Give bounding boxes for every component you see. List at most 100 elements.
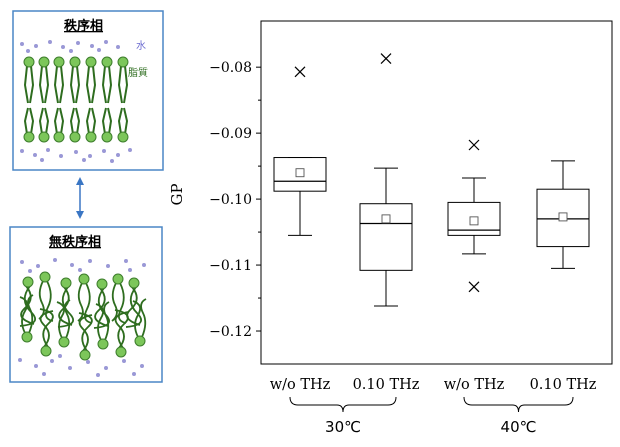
lipid-head: [21, 331, 33, 343]
lipid-head: [101, 131, 113, 143]
disordered-lipid-bilayer: [19, 271, 147, 361]
lipid-head: [112, 273, 124, 285]
lipid-tail: [38, 65, 44, 104]
lipid-tail: [38, 107, 44, 135]
lipid-tail: [59, 107, 65, 135]
plot-frame: [260, 20, 613, 365]
outlier-marker: [294, 66, 306, 78]
box-plot: −0.08 −0.09 −0.10 −0.11 −0.12 GP w/o THz 0.10 T…: [168, 20, 613, 436]
lipid-tail: [59, 65, 65, 104]
outlier-stroke: [468, 281, 480, 293]
water-molecule: [48, 40, 52, 44]
lipid-head: [22, 276, 34, 288]
water-molecule: [59, 154, 63, 158]
lipid-head: [101, 56, 113, 68]
water-molecule: [122, 359, 126, 363]
water-molecule: [116, 153, 120, 157]
water-molecule: [88, 154, 92, 158]
water-molecule: [90, 44, 94, 48]
ordered-lipid-bilayer: [23, 56, 129, 143]
lipid-tail: [125, 286, 142, 328]
lipid-tail: [140, 298, 147, 338]
category-label: w/o THz: [444, 377, 505, 393]
lipid-tail: [44, 107, 50, 135]
lipid-tail: [117, 65, 123, 104]
water-molecule: [102, 149, 106, 153]
mean-marker: [295, 168, 305, 178]
water-molecule: [50, 359, 54, 363]
lipid-tail: [123, 107, 129, 135]
mean-marker: [381, 214, 391, 224]
lipid-head: [53, 131, 65, 143]
water-molecule: [36, 264, 40, 268]
water-molecule: [58, 354, 62, 358]
lipid-tail: [44, 280, 54, 322]
lipid-tail: [64, 299, 71, 339]
water-molecule: [33, 153, 37, 157]
water-molecule: [88, 259, 92, 263]
lipid-head: [134, 335, 146, 347]
water-molecule: [104, 366, 108, 370]
lipid-head: [96, 278, 108, 290]
box: [359, 203, 413, 271]
water-molecule: [53, 258, 57, 262]
water-molecule: [28, 269, 32, 273]
lipid-tail: [107, 65, 113, 104]
lipid-head: [85, 131, 97, 143]
water-molecule: [61, 45, 65, 49]
lipid-tail: [78, 314, 93, 352]
water-molecule: [20, 149, 24, 153]
lipid-tail: [85, 65, 91, 104]
water-molecule: [18, 358, 22, 362]
water-molecule: [104, 40, 108, 44]
y-axis-label: GP: [168, 183, 186, 205]
water-molecule: [26, 49, 30, 53]
y-tick-label: −0.09: [209, 126, 252, 142]
lipid-tail: [58, 286, 73, 326]
outlier-stroke: [468, 139, 480, 151]
water-molecule: [78, 268, 82, 272]
water-molecule: [20, 42, 24, 46]
lipid-tail: [57, 286, 74, 328]
lipid-tail: [85, 107, 91, 135]
lipid-tail: [39, 308, 54, 348]
lipid-tail: [69, 107, 75, 135]
disordered-water-molecules: [18, 258, 146, 377]
lipid-legend-label: 脂質: [128, 66, 148, 79]
lipid-head: [79, 349, 91, 361]
lipid-head: [40, 345, 52, 357]
outlier-marker: [468, 139, 480, 151]
outlier-marker: [380, 53, 392, 65]
water-molecule: [128, 268, 132, 272]
water-molecule: [128, 148, 132, 152]
lipid-head: [128, 277, 140, 289]
water-molecule: [76, 41, 80, 45]
group-brace: [289, 396, 397, 413]
lipid-head: [39, 271, 51, 283]
lipid-tail: [20, 285, 35, 325]
outlier-stroke: [380, 53, 392, 65]
lipid-head: [115, 346, 127, 358]
category-label: w/o THz: [270, 377, 331, 393]
lipid-head: [38, 56, 50, 68]
lipid-tail: [29, 65, 35, 104]
water-molecule: [70, 263, 74, 267]
water-molecule: [140, 364, 144, 368]
water-molecule: [46, 148, 50, 152]
lipid-tail: [29, 107, 35, 135]
lipid-tail: [23, 65, 29, 104]
disordered-phase-panel: 無秩序相: [9, 226, 163, 383]
water-molecule: [82, 158, 86, 162]
lipid-tail: [56, 301, 66, 339]
plot-axes: [256, 20, 613, 365]
ordered-phase-title: 秩序相: [64, 18, 103, 34]
lipid-head: [58, 336, 70, 348]
lipid-tail: [117, 107, 123, 135]
lipid-head: [69, 131, 81, 143]
lipid-head: [85, 56, 97, 68]
y-tick-label: −0.12: [209, 324, 252, 340]
water-molecule: [97, 48, 101, 52]
water-molecule: [106, 264, 110, 268]
lipid-tail: [103, 301, 110, 341]
